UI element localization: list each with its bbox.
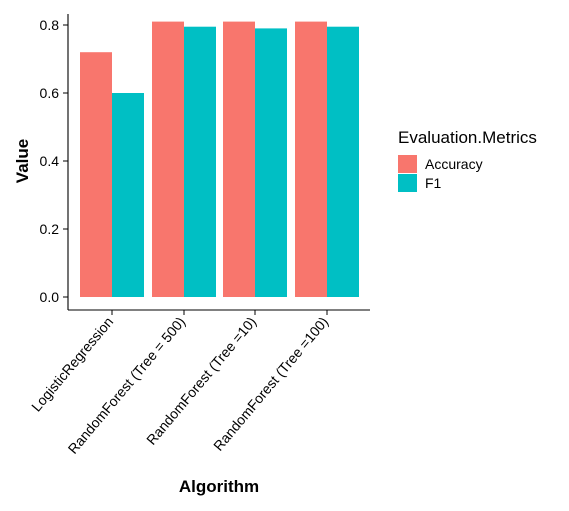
y-tick-label: 0.8	[40, 17, 60, 33]
axes-layer	[67, 14, 370, 311]
bar-accuracy-1	[152, 21, 184, 297]
legend-key-f1	[398, 174, 417, 192]
legend: Evaluation.Metrics Accuracy F1	[398, 128, 537, 192]
legend-label-accuracy: Accuracy	[425, 156, 483, 172]
bar-accuracy-0	[80, 52, 112, 298]
bar-accuracy-3	[295, 21, 327, 297]
y-axis-title: Value	[13, 139, 32, 183]
legend-title: Evaluation.Metrics	[398, 128, 537, 147]
legend-key-accuracy	[398, 155, 417, 173]
x-tick-label: RandomForest (Tree = 500)	[65, 314, 189, 457]
y-ticks: 0.0 0.2 0.4 0.6 0.8	[40, 17, 68, 305]
bar-f1-1	[184, 26, 216, 297]
bar-f1-3	[327, 26, 359, 297]
y-tick-label: 0.4	[40, 153, 60, 169]
bar-accuracy-2	[223, 21, 255, 297]
bars-layer	[80, 21, 359, 298]
y-tick-label: 0.2	[40, 221, 60, 237]
y-tick-label: 0.0	[40, 289, 60, 305]
y-tick-label: 0.6	[40, 85, 60, 101]
x-axis-title: Algorithm	[179, 477, 259, 496]
legend-label-f1: F1	[425, 175, 442, 191]
bar-f1-2	[255, 28, 287, 298]
bar-f1-0	[112, 93, 144, 297]
